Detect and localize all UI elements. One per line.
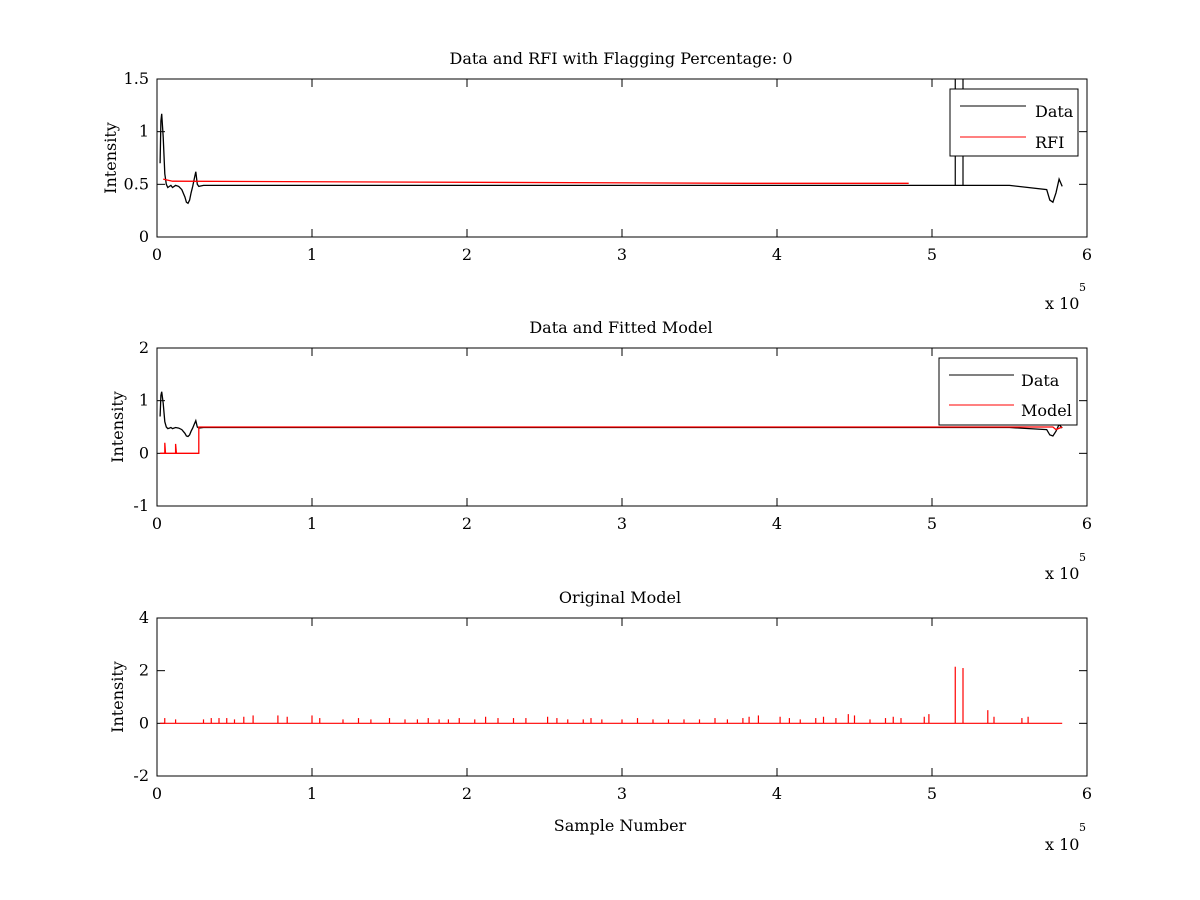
panel-3-xlabel: Sample Number xyxy=(554,816,687,835)
panel-3-yticks: -2 0 2 4 xyxy=(133,608,1087,785)
panel-3-ylabel: Intensity xyxy=(108,661,127,733)
panel-3-xtick-label: 5 xyxy=(927,784,937,803)
panel-1-legend-data: Data xyxy=(1035,102,1074,121)
panel-1-ylabel: Intensity xyxy=(101,122,120,194)
panel-3-title: Original Model xyxy=(559,588,681,607)
panel-1-xtick-label: 2 xyxy=(462,245,472,264)
panel-3-xtick-label: 4 xyxy=(772,784,782,803)
panel-2-xtick-label: 6 xyxy=(1082,514,1092,533)
panel-2-legend-data: Data xyxy=(1021,371,1060,390)
panel-2-xtick-label: 2 xyxy=(462,514,472,533)
panel-3-plot xyxy=(160,666,1063,724)
panel-1-ytick-label: 1 xyxy=(139,122,149,141)
panel-1-legend-rfi: RFI xyxy=(1035,133,1064,152)
panel-2-x-exponent: 5 xyxy=(1079,551,1086,564)
panel-1-xtick-label: 1 xyxy=(307,245,317,264)
panel-2-legend-box xyxy=(938,357,1078,426)
panel-1: Data and RFI with Flagging Percentage: 0… xyxy=(101,49,1092,313)
panel-3-xtick-label: 0 xyxy=(152,784,162,803)
panel-2-legend: Data Model xyxy=(938,357,1078,426)
panel-3-ytick-label: -2 xyxy=(133,766,149,785)
panel-1-title: Data and RFI with Flagging Percentage: 0 xyxy=(449,49,792,68)
panel-2-x-multiplier: x 10 xyxy=(1045,564,1079,583)
panel-2-xtick-label: 0 xyxy=(152,514,162,533)
panel-1-xticks: 0 1 2 3 4 5 6 xyxy=(152,79,1092,264)
panel-1-xtick-label: 0 xyxy=(152,245,162,264)
panel-2-series-model-line xyxy=(160,426,1063,454)
panel-2-ytick-label: 1 xyxy=(139,391,149,410)
panel-1-legend-box xyxy=(949,88,1079,157)
panel-3-xtick-label: 6 xyxy=(1082,784,1092,803)
panel-1-x-multiplier: x 10 xyxy=(1045,294,1079,313)
panel-2-ylabel: Intensity xyxy=(108,391,127,463)
panel-2-ytick-label: -1 xyxy=(133,496,149,515)
panel-3-ytick-label: 0 xyxy=(139,713,149,732)
panel-2-xtick-label: 3 xyxy=(617,514,627,533)
panel-2-xtick-label: 1 xyxy=(307,514,317,533)
panel-1-x-exponent: 5 xyxy=(1079,281,1086,294)
panel-2-xtick-label: 4 xyxy=(772,514,782,533)
panel-1-xtick-label: 6 xyxy=(1082,245,1092,264)
panel-3-xticks: 0 1 2 3 4 5 6 xyxy=(152,618,1092,803)
panel-3-ytick-label: 4 xyxy=(139,608,149,627)
panel-1-series-data-line xyxy=(159,113,1063,205)
panel-1-xtick-label: 3 xyxy=(617,245,627,264)
panel-2-xticks: 0 1 2 3 4 5 6 xyxy=(152,348,1092,533)
panel-1-ytick-label: 1.5 xyxy=(124,69,149,88)
panel-3-xtick-label: 1 xyxy=(307,784,317,803)
panel-1-series-rfi-line xyxy=(163,178,909,184)
panel-1-xtick-label: 5 xyxy=(927,245,937,264)
panel-2-title: Data and Fitted Model xyxy=(529,318,712,337)
panel-3-xtick-label: 2 xyxy=(462,784,472,803)
panel-2-yticks: -1 0 1 2 xyxy=(133,338,1087,515)
panel-2-ytick-label: 2 xyxy=(139,338,149,357)
panel-3-x-exponent: 5 xyxy=(1079,821,1086,834)
panel-1-ytick-label: 0 xyxy=(139,227,149,246)
panel-2-legend-model: Model xyxy=(1021,401,1072,420)
panel-3-x-multiplier: x 10 xyxy=(1045,835,1079,854)
panel-1-ytick-label: 0.5 xyxy=(124,174,149,193)
panel-2-plot xyxy=(159,391,1063,454)
panel-1-legend: Data RFI xyxy=(949,88,1079,157)
panel-3-xtick-label: 3 xyxy=(617,784,627,803)
panel-2-xtick-label: 5 xyxy=(927,514,937,533)
panel-1-xtick-label: 4 xyxy=(772,245,782,264)
panel-2-ytick-label: 0 xyxy=(139,443,149,462)
panel-3-ytick-label: 2 xyxy=(139,661,149,680)
